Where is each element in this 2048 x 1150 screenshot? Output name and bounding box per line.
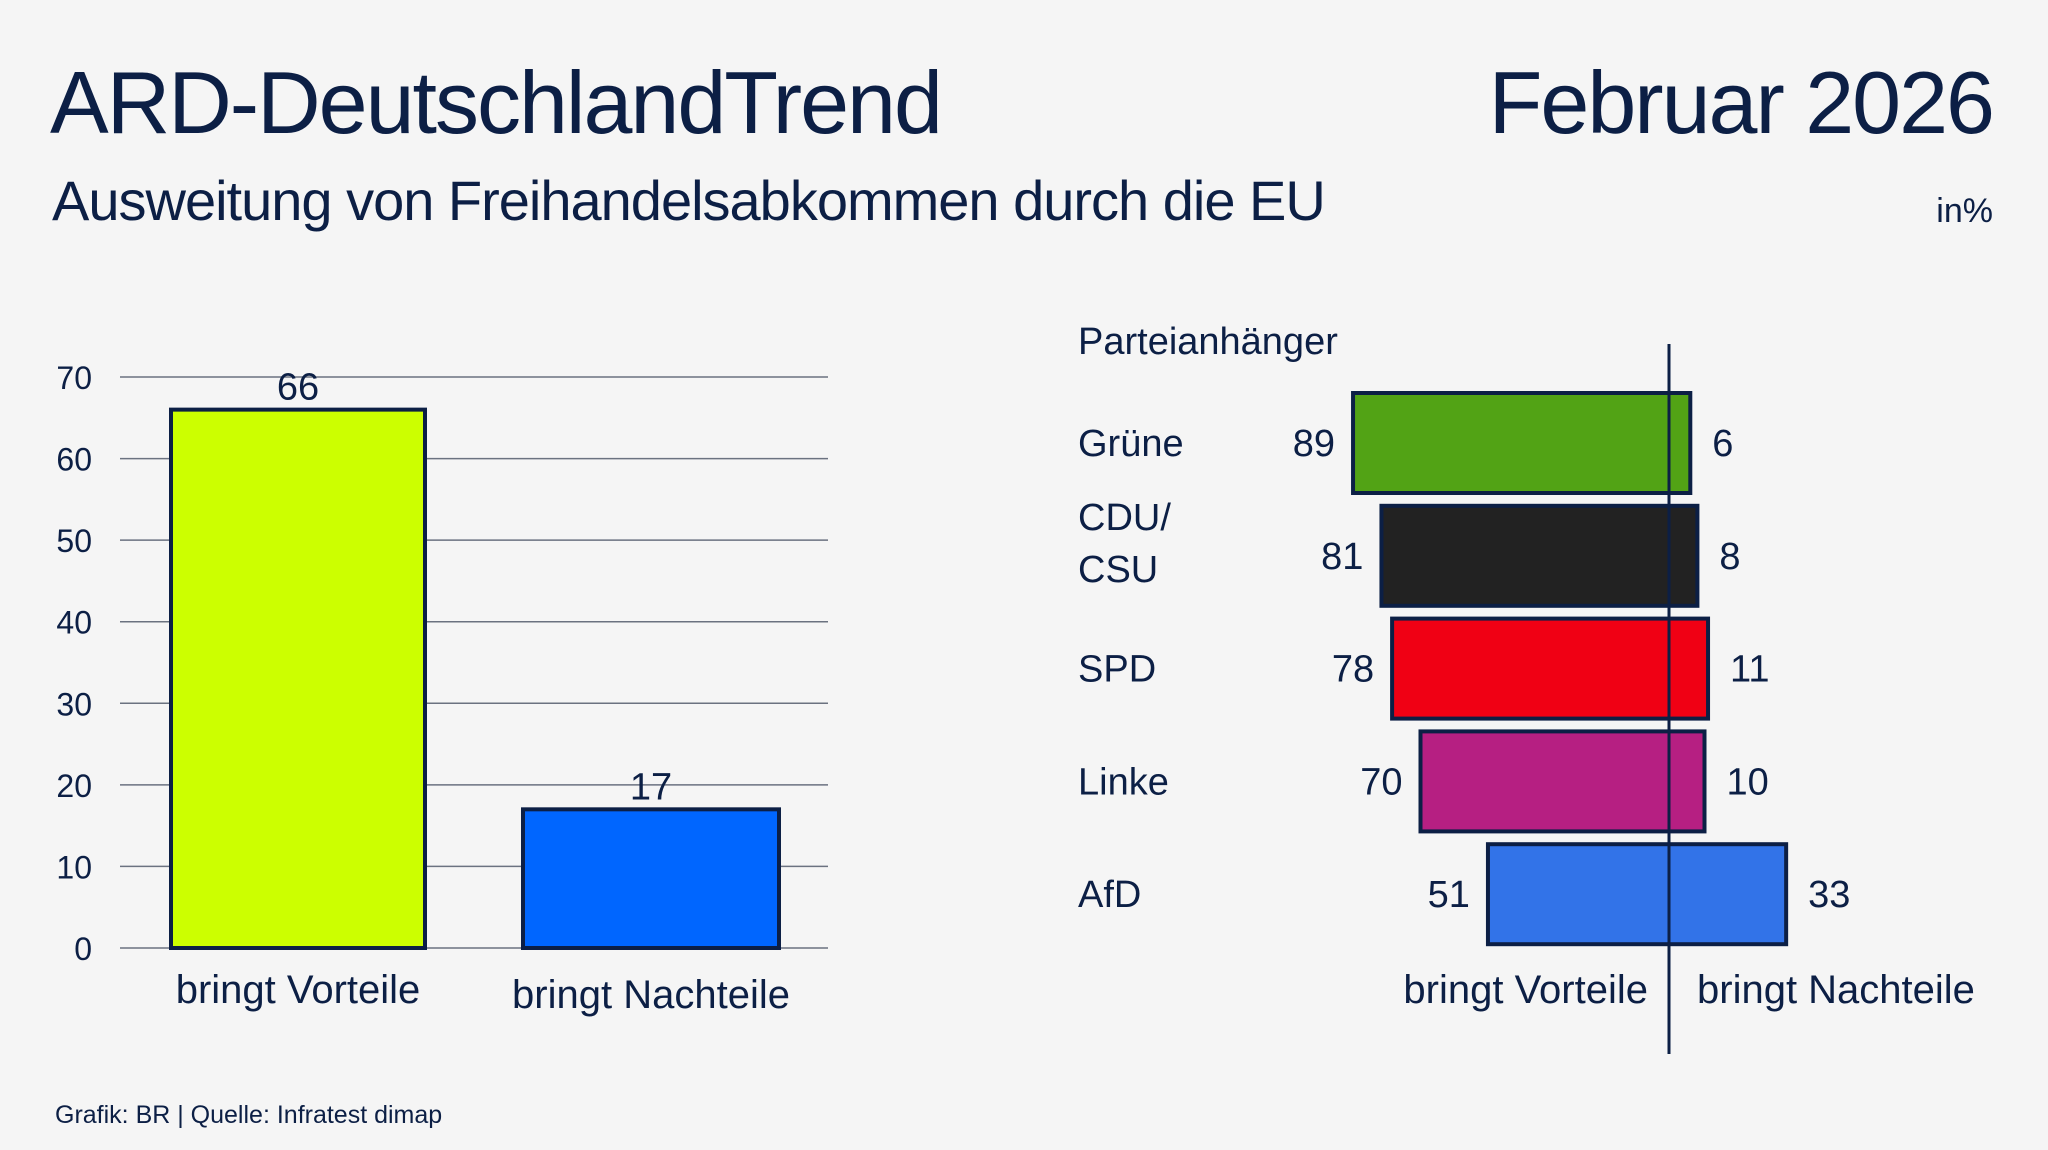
party-bar <box>1418 729 1707 834</box>
y-tick-label: 40 <box>56 605 92 641</box>
category-label: bringt Nachteile <box>512 973 790 1017</box>
y-tick-label: 50 <box>56 523 92 559</box>
source-footer: Grafik: BR | Quelle: Infratest dimap <box>55 1101 442 1129</box>
party-bar <box>1351 391 1693 495</box>
party-label: SPD <box>1078 649 1156 691</box>
vorteile-value: 70 <box>1360 761 1402 803</box>
party-bar <box>1390 616 1711 721</box>
vorteile-value: 51 <box>1428 874 1470 916</box>
nachteile-value: 8 <box>1719 536 1740 578</box>
left-axis-label: bringt Vorteile <box>1403 968 1648 1012</box>
bar-value-label: 66 <box>277 367 319 409</box>
group-label: Parteianhänger <box>1078 321 1338 363</box>
chart-subtitle: Ausweitung von Freihandelsabkommen durch… <box>52 169 1325 232</box>
bar-2 <box>521 807 781 950</box>
nachteile-value: 11 <box>1730 649 1769 691</box>
y-tick-label: 60 <box>56 442 92 478</box>
nachteile-value: 33 <box>1808 874 1850 916</box>
party-label: Grüne <box>1078 423 1184 465</box>
unit-label: in% <box>1936 192 1993 230</box>
bar-1 <box>169 407 427 950</box>
party-diverging-chart: Parteianhänger bringt Vorteile bringt Na… <box>1078 321 1975 1054</box>
nachteile-value: 10 <box>1727 761 1769 803</box>
right-axis-label: bringt Nachteile <box>1697 968 1975 1012</box>
y-tick-label: 70 <box>56 360 92 396</box>
y-tick-label: 0 <box>74 931 92 967</box>
page-title: ARD-DeutschlandTrend <box>50 53 941 152</box>
y-tick-label: 20 <box>56 768 92 804</box>
vorteile-value: 78 <box>1332 649 1374 691</box>
category-label: bringt Vorteile <box>176 968 421 1012</box>
nachteile-value: 6 <box>1712 423 1733 465</box>
party-label: AfD <box>1078 874 1141 916</box>
party-label: CSU <box>1078 549 1158 591</box>
y-tick-label: 10 <box>56 849 92 885</box>
party-bar <box>1485 842 1789 947</box>
party-label: CDU/ <box>1078 497 1171 539</box>
vorteile-value: 81 <box>1321 536 1363 578</box>
survey-date: Februar 2026 <box>1489 53 1993 152</box>
party-label: Linke <box>1078 761 1169 803</box>
y-tick-label: 30 <box>56 686 92 722</box>
overall-bar-chart: 0 10 20 30 40 50 60 70 66 bringt Vorteile 17 bringt… <box>56 360 828 1017</box>
bar-value-label: 17 <box>630 766 672 808</box>
vorteile-value: 89 <box>1293 423 1335 465</box>
party-bar <box>1379 503 1700 608</box>
